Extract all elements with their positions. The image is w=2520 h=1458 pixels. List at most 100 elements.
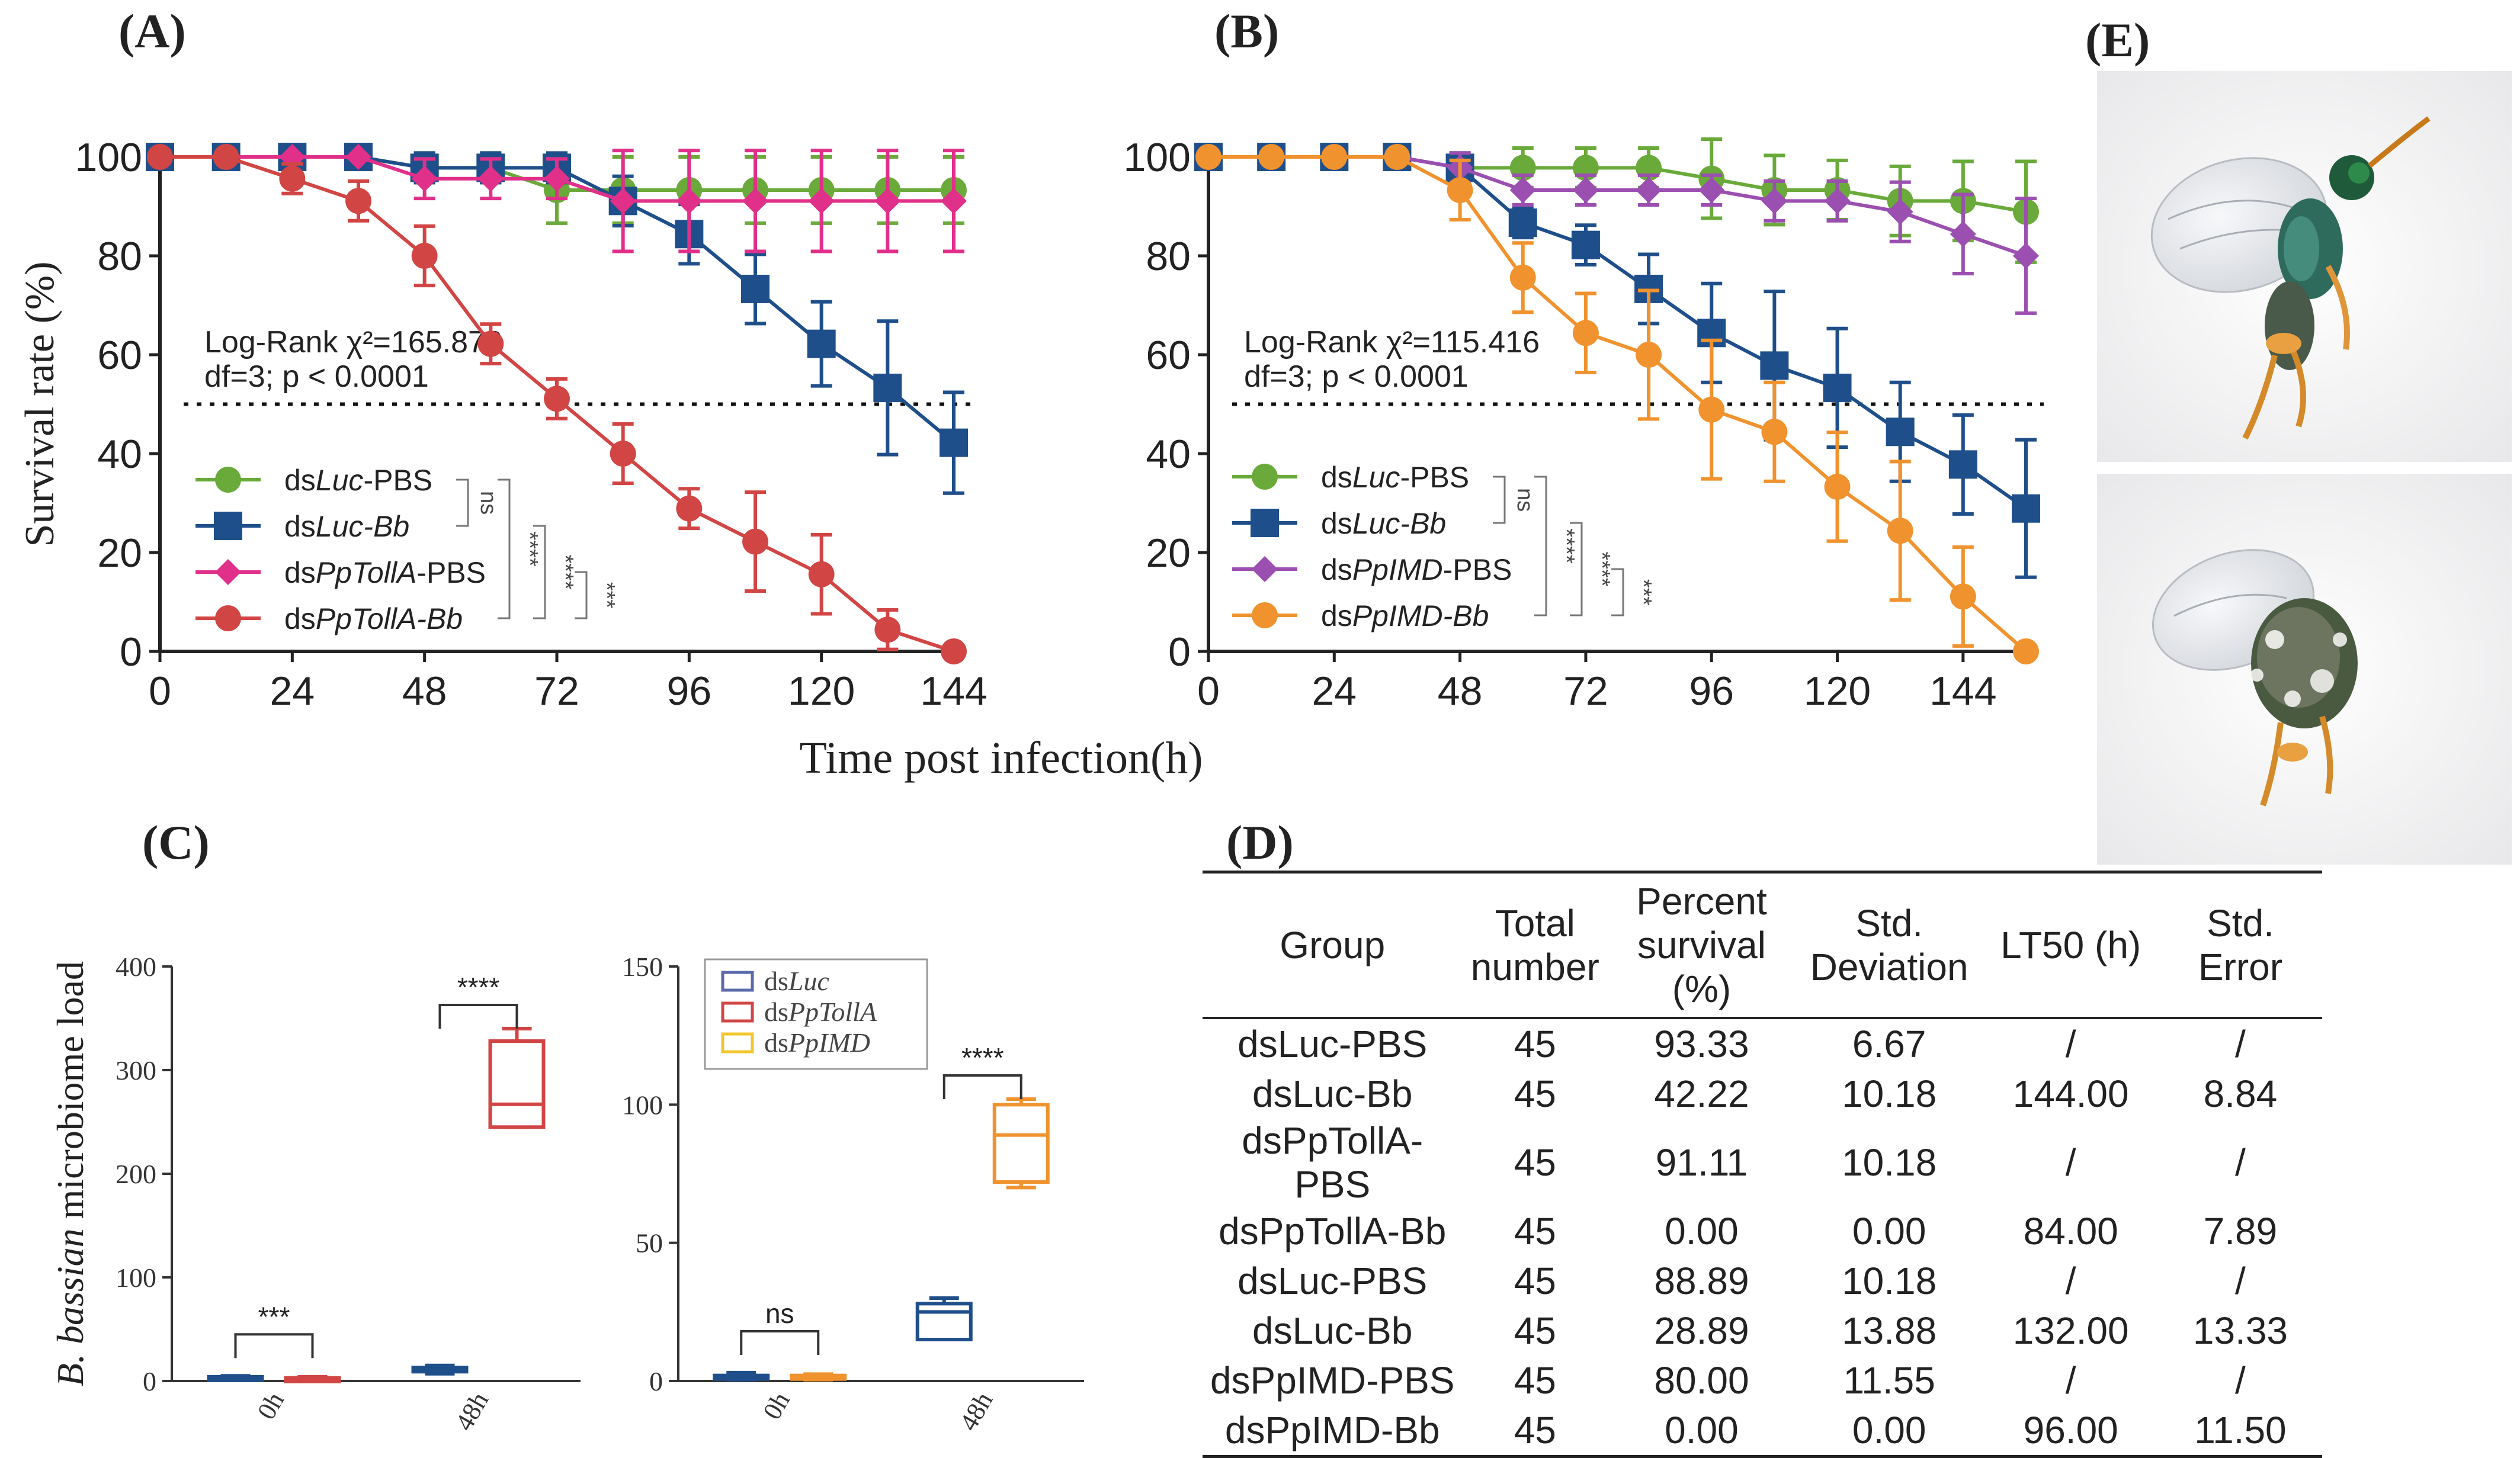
wasp-healthy-image — [2097, 71, 2512, 462]
significance-bracket — [1570, 522, 1583, 616]
table-cell: dsLuc-Bb — [1252, 1072, 1413, 1115]
table-cell: 13.88 — [1842, 1309, 1937, 1352]
significance-bracket — [740, 1330, 820, 1355]
table-row: dsLuc-Bb 45 42.22 10.18 144.00 8.84 — [1203, 1069, 2322, 1119]
box-dsPpIMD-0h — [790, 1372, 847, 1382]
panel-label-d: (D) — [1226, 815, 1294, 869]
table-row: dsLuc-PBS 45 93.33 6.67 / / — [1203, 1018, 2322, 1069]
table-cell: dsPpTollA-PBS — [1242, 1119, 1423, 1206]
x-tick-label: 96 — [1689, 669, 1734, 714]
series-dsPpIMD-Bb — [1195, 144, 2039, 664]
y-tick-label: 0 — [120, 630, 142, 675]
data-point — [1384, 144, 1410, 170]
data-point — [411, 165, 438, 192]
table-cell: 45 — [1514, 1210, 1556, 1253]
table-cell: dsPpTollA-Bb — [1219, 1210, 1447, 1253]
data-point — [873, 373, 902, 402]
table-row: dsPpIMD-Bb 45 0.00 0.00 96.00 11.50 — [1203, 1405, 2322, 1457]
box-dsPpTollA-0h — [284, 1375, 341, 1383]
x-tick-label: 48 — [1438, 669, 1483, 714]
data-point — [1698, 176, 1725, 203]
data-point — [1571, 230, 1600, 259]
data-point — [1636, 176, 1662, 203]
data-point — [808, 561, 835, 587]
table-cell: / — [2065, 1260, 2076, 1302]
survival-chart-b: 0 20 40 60 80 100 0 24 48 72 96 120 144 Log-Rank χ²=1… — [1124, 135, 2044, 714]
table-row: dsPpTollA-Bb 45 0.00 0.00 84.00 7.89 — [1203, 1206, 2322, 1256]
x-tick-label: 24 — [270, 669, 315, 714]
table-cell: 45 — [1514, 1141, 1556, 1184]
insect-photographs — [2097, 71, 2512, 865]
legend-label: dsPpTollA — [764, 997, 877, 1027]
legend-label: dsLuc-Bb — [1321, 507, 1446, 540]
box-dsLuc-48h — [915, 1296, 973, 1341]
significance-bracket — [234, 1333, 314, 1359]
df-annotation: df=3; p < 0.0001 — [204, 359, 429, 394]
data-point — [1886, 418, 1915, 447]
category-label: 0h — [252, 1388, 290, 1425]
legend-swatch — [721, 1001, 754, 1023]
data-point — [610, 441, 636, 467]
data-point — [1509, 264, 1536, 291]
box-dsLuc-0h — [207, 1374, 264, 1382]
data-point — [213, 144, 239, 170]
significance-bracket — [1611, 568, 1624, 616]
data-point — [874, 188, 901, 214]
legend-label: dsPpIMD-PBS — [1321, 553, 1512, 586]
y-tick-label: 80 — [97, 234, 142, 279]
data-point — [742, 528, 768, 555]
legend-label: dsPpTollA-PBS — [284, 556, 486, 589]
data-point — [1508, 208, 1537, 237]
data-point — [941, 188, 967, 214]
table-cell: 45 — [1514, 1359, 1556, 1402]
data-point — [2013, 638, 2039, 664]
series-dsPpTollA-Bb — [147, 144, 967, 664]
col-std-deviation: Std. Deviation — [1810, 902, 1968, 988]
table-cell: / — [2065, 1023, 2076, 1065]
y-tick-label: 80 — [1146, 234, 1191, 279]
data-point — [1195, 144, 1221, 170]
table-cell: 0.00 — [1852, 1210, 1926, 1253]
data-point — [676, 188, 703, 214]
significance-bracket — [438, 1004, 518, 1029]
x-tick-label: 24 — [1312, 669, 1357, 714]
y-axis-title: B. bassian microbiome load — [49, 961, 91, 1386]
x-tick-label: 0 — [149, 669, 171, 714]
y-tick-label: 60 — [97, 333, 142, 378]
table-cell: 0.00 — [1852, 1409, 1926, 1451]
significance-label: **** — [1554, 528, 1579, 563]
legend-swatch — [721, 971, 754, 992]
significance-label: *** — [1631, 579, 1656, 606]
panel-label-a: (A) — [118, 4, 186, 58]
data-point — [345, 144, 371, 170]
table-cell: 10.18 — [1842, 1141, 1937, 1184]
significance-bracket — [942, 1074, 1022, 1099]
data-point — [2012, 494, 2040, 523]
x-tick-label: 0 — [1197, 669, 1220, 714]
box-dsPpTollA-48h — [488, 1027, 546, 1129]
significance-label: *** — [594, 582, 619, 609]
y-tick-label: 400 — [116, 952, 156, 982]
table-row: dsPpTollA-PBS 45 91.11 10.18 / / — [1203, 1119, 2322, 1206]
y-tick-label: 0 — [649, 1366, 663, 1396]
y-tick-label: 150 — [622, 952, 663, 982]
significance-label: *** — [258, 1301, 290, 1332]
table-cell: 28.89 — [1654, 1309, 1749, 1352]
significance-label: **** — [517, 531, 542, 566]
table-cell: 0.00 — [1665, 1210, 1739, 1253]
category-label: 48h — [954, 1388, 998, 1436]
data-point — [610, 188, 636, 214]
data-point — [1509, 176, 1536, 203]
df-annotation: df=3; p < 0.0001 — [1244, 359, 1469, 394]
legend-label: dsLuc-Bb — [284, 510, 409, 543]
table-cell: 45 — [1514, 1409, 1556, 1451]
table-cell: / — [2235, 1023, 2246, 1065]
y-tick-label: 40 — [1146, 432, 1191, 477]
category-label: 48h — [450, 1388, 494, 1436]
x-tick-label: 48 — [402, 669, 447, 714]
table-cell: 10.18 — [1842, 1072, 1937, 1115]
panel-label-e: (E) — [2085, 13, 2150, 67]
data-point — [874, 616, 901, 643]
data-point — [544, 165, 570, 192]
y-tick-label: 20 — [97, 531, 142, 576]
